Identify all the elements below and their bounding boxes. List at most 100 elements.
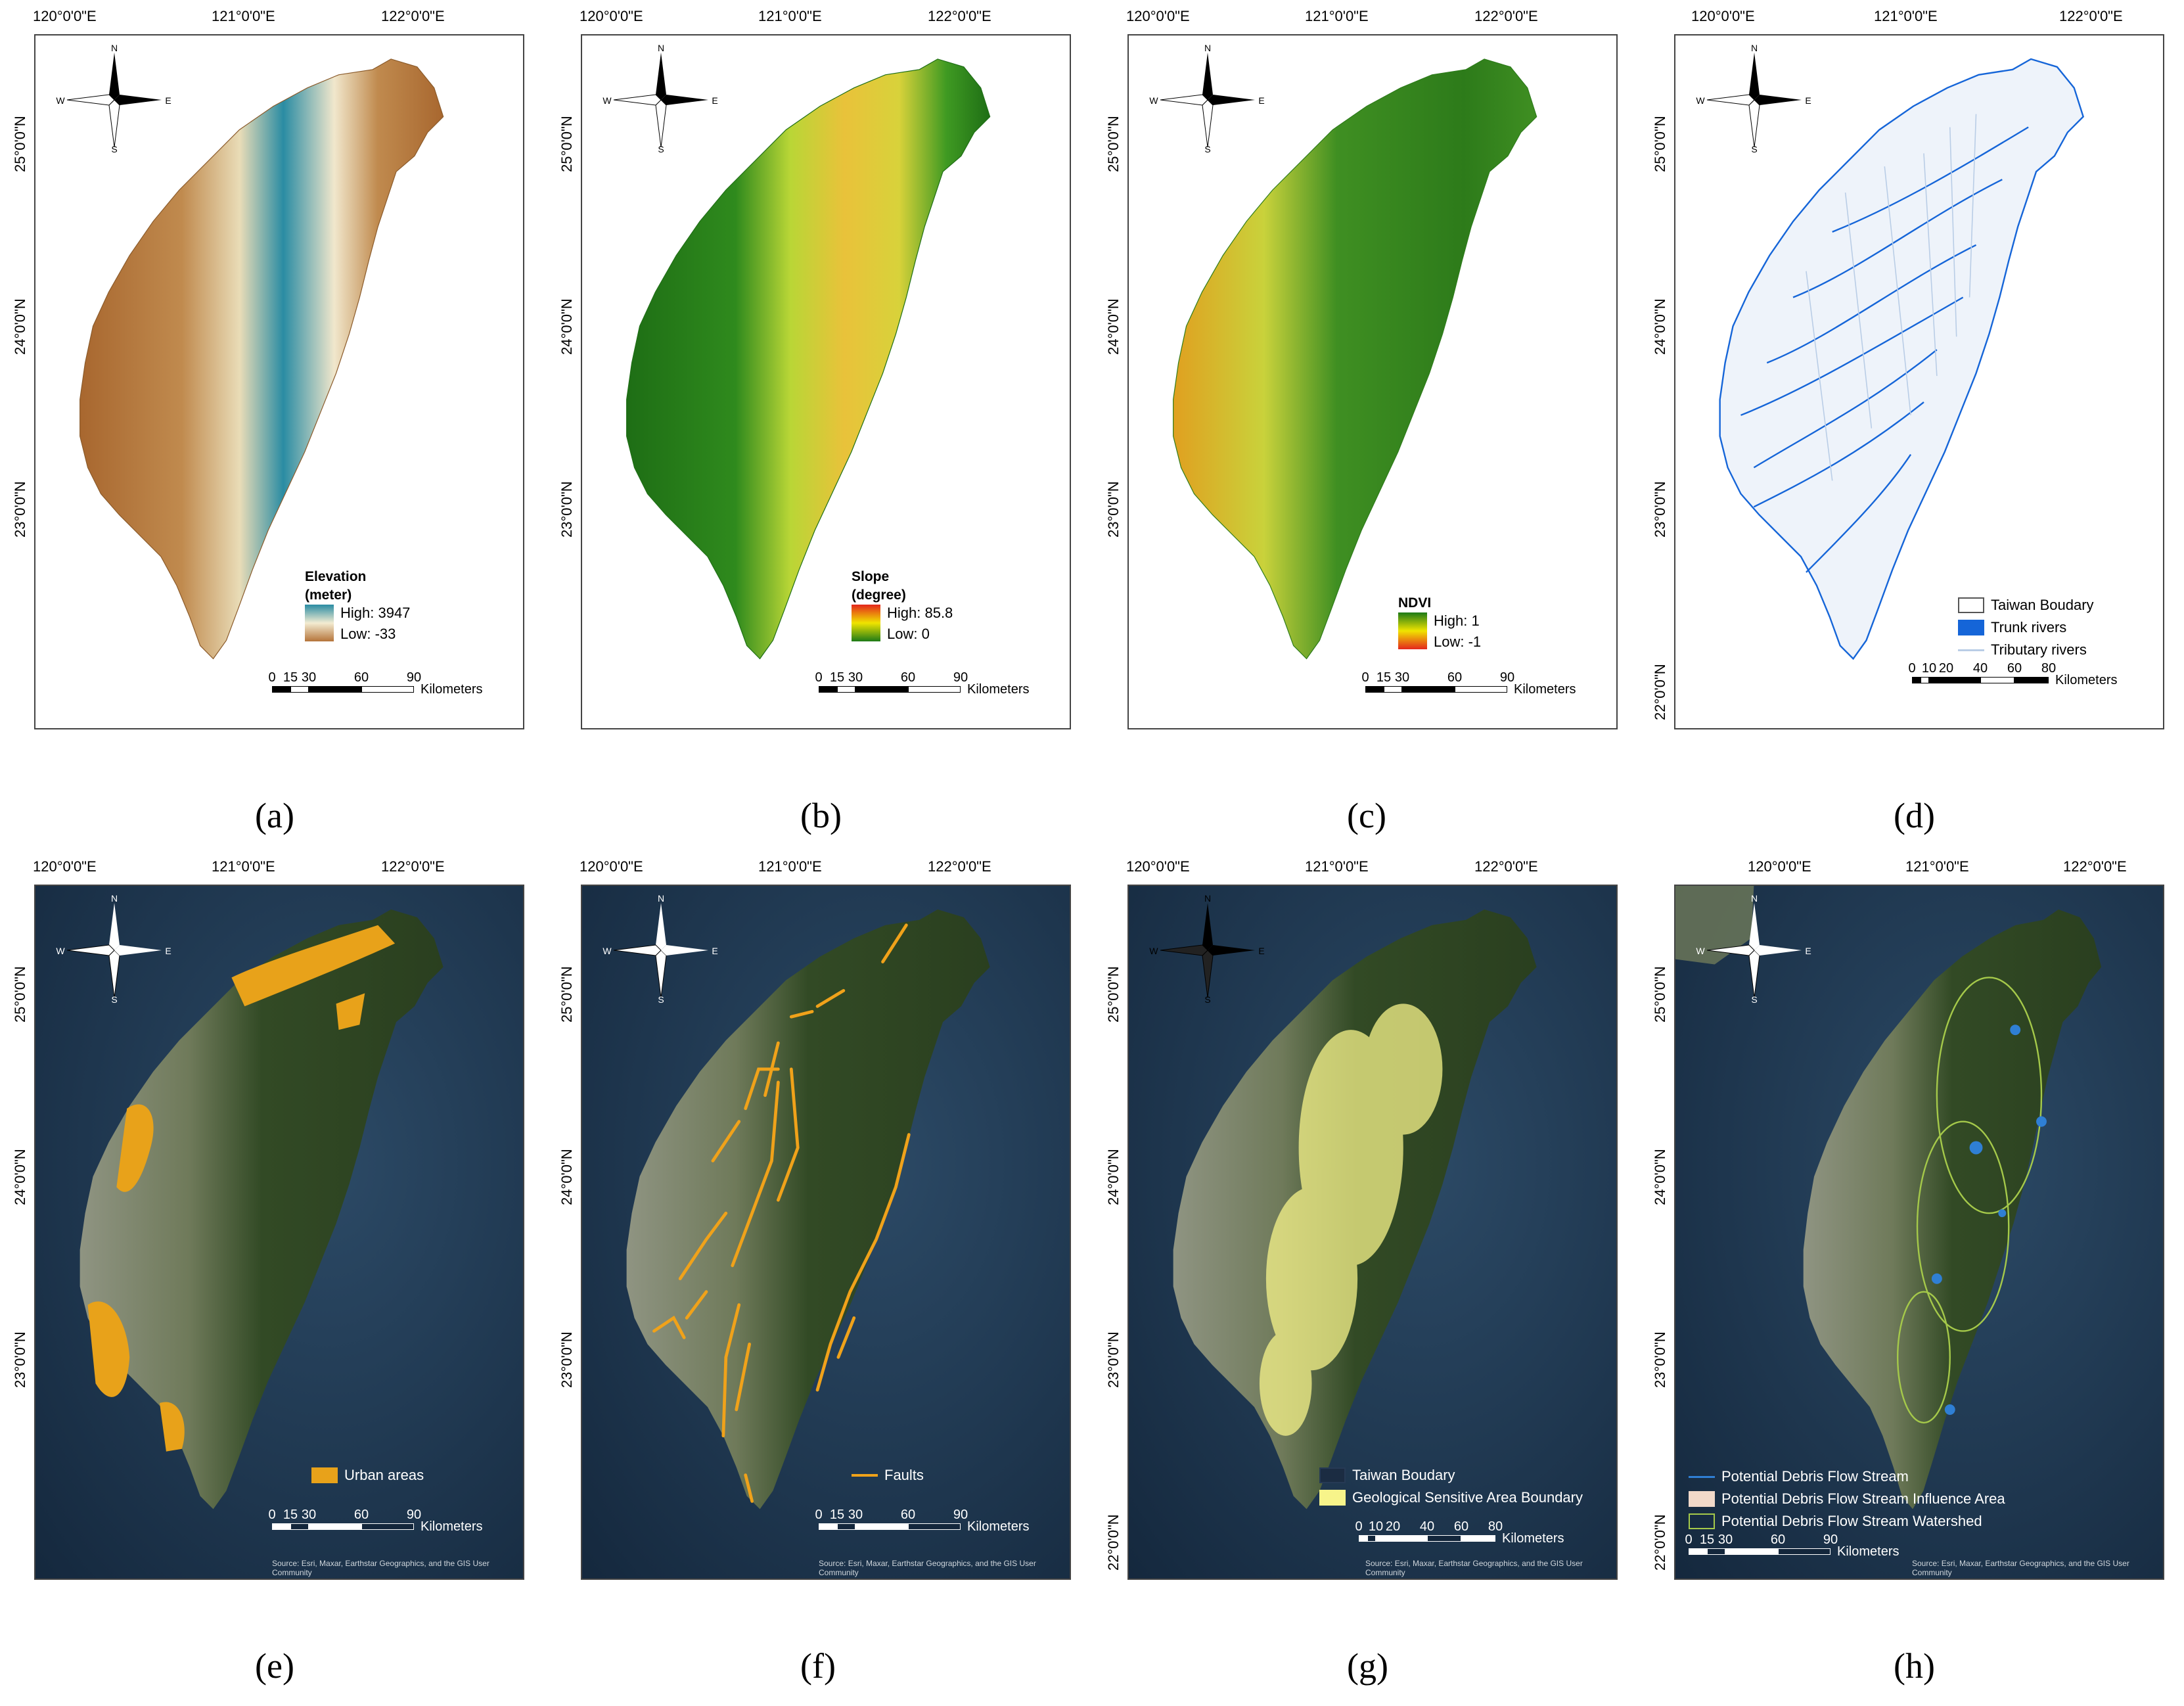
- compass-letter-n: N: [1204, 43, 1211, 53]
- compass-letter-s: S: [1204, 144, 1210, 154]
- scale-unit: Kilometers: [1514, 682, 1576, 697]
- lon-label: 122°0'0"E: [2063, 858, 2127, 875]
- compass-letter-n: N: [111, 43, 118, 53]
- scale-tick: 80: [2041, 661, 2057, 676]
- rivers-map: [1675, 35, 2163, 728]
- scale-tick: 60: [1453, 1519, 1469, 1534]
- legend-item: Taiwan Boudary: [1958, 594, 2094, 616]
- compass-letter-w: W: [603, 95, 612, 106]
- north-arrow-icon: N S W E: [603, 43, 717, 154]
- lat-label: 24°0'0"N: [1105, 298, 1122, 355]
- scale-bar: 0 10 20 40 60 80 Kilometers: [1908, 661, 2149, 687]
- legend-title: NDVI: [1398, 595, 1432, 611]
- scale-bar: 0 15 30 60 90 Kilometers: [1685, 1533, 1919, 1559]
- scale-tick: 30: [1394, 670, 1410, 685]
- lon-label: 122°0'0"E: [2059, 8, 2123, 24]
- caption-b: (b): [800, 796, 842, 835]
- scale-unit: Kilometers: [1837, 1544, 1900, 1559]
- scale-tick: 30: [1718, 1533, 1733, 1547]
- lon-label: 121°0'0"E: [212, 8, 275, 24]
- scale-tick: 15: [1699, 1533, 1715, 1547]
- scale-tick: 40: [1972, 661, 1988, 676]
- lat-label: 23°0'0"N: [1652, 1331, 1668, 1388]
- legend-unit: (degree): [852, 588, 906, 603]
- scale-tick: 10: [1368, 1519, 1384, 1534]
- lon-label: 122°0'0"E: [381, 8, 445, 24]
- legend-swatch: [1958, 597, 1984, 613]
- lon-label: 121°0'0"E: [1305, 8, 1369, 24]
- lat-label: 23°0'0"N: [12, 1331, 28, 1388]
- compass-letter-e: E: [165, 95, 171, 106]
- slope-legend: Slope (degree) High: 85.8 Low: 0: [852, 568, 953, 643]
- map-attribution: Source: Esri, Maxar, Earthstar Geographi…: [1365, 1559, 1583, 1577]
- lon-label: 120°0'0"E: [1126, 8, 1190, 24]
- lat-label: 24°0'0"N: [1652, 1149, 1668, 1205]
- debris-flow-map: [1675, 886, 2163, 1579]
- lat-label: 24°0'0"N: [558, 1149, 575, 1205]
- legend-low: Low: -1: [1434, 634, 1482, 650]
- lat-label: 23°0'0"N: [1105, 481, 1122, 538]
- lon-label: 122°0'0"E: [381, 858, 445, 875]
- lat-label: 25°0'0"N: [1652, 116, 1668, 172]
- legend-color-ramp: [1398, 612, 1427, 649]
- legend-low: Low: 0: [887, 626, 930, 642]
- lon-label: 121°0'0"E: [1305, 858, 1369, 875]
- scale-tick: 20: [1385, 1519, 1401, 1534]
- compass-letter-e: E: [1805, 946, 1811, 956]
- scale-tick: 60: [2007, 661, 2022, 676]
- compass-letter-e: E: [1258, 95, 1264, 106]
- north-arrow-icon: N S W E: [1696, 43, 1811, 154]
- urban-legend: Urban areas: [311, 1464, 424, 1487]
- legend-item: Tributary rivers: [1958, 639, 2094, 661]
- scale-tick: 20: [1938, 661, 1954, 676]
- caption-d: (d): [1894, 796, 1935, 835]
- lat-label: 25°0'0"N: [558, 116, 575, 172]
- north-arrow-icon: N S W E: [56, 43, 171, 154]
- compass-letter-s: S: [1204, 994, 1210, 1005]
- compass-letter-e: E: [1258, 946, 1264, 956]
- legend-item: Potential Debris Flow Stream Influence A…: [1689, 1488, 2005, 1510]
- legend-color-ramp: [852, 605, 880, 641]
- legend-swatch: [1319, 1490, 1346, 1506]
- scale-tick: 0: [1908, 661, 1916, 676]
- scale-tick: 0: [268, 670, 276, 685]
- legend-label: Potential Debris Flow Stream Watershed: [1721, 1513, 1982, 1529]
- legend-item: Geological Sensitive Area Boundary: [1319, 1487, 1583, 1509]
- lat-label: 25°0'0"N: [1105, 966, 1122, 1023]
- elevation-legend: Elevation (meter) High: 3947 Low: -33: [305, 568, 410, 643]
- legend-label: Geological Sensitive Area Boundary: [1352, 1489, 1583, 1506]
- map-panel-ndvi: N S W E NDVI High: 1 Low: -1 0 15 30 60 90 …: [1127, 34, 1618, 729]
- scale-tick: 0: [1685, 1533, 1693, 1547]
- lon-label: 120°0'0"E: [580, 8, 643, 24]
- rivers-legend: Taiwan Boudary Trunk rivers Tributary ri…: [1958, 594, 2094, 661]
- north-arrow-icon: N S W E: [1149, 43, 1264, 154]
- compass-letter-w: W: [1696, 95, 1705, 106]
- lat-label: 22°0'0"N: [1652, 1514, 1668, 1571]
- lon-label: 120°0'0"E: [33, 858, 97, 875]
- compass-letter-s: S: [1751, 994, 1757, 1005]
- scale-tick: 90: [953, 670, 968, 685]
- scale-tick: 10: [1921, 661, 1937, 676]
- scale-tick: 60: [353, 1508, 369, 1522]
- scale-tick: 40: [1419, 1519, 1435, 1534]
- lat-label: 25°0'0"N: [1652, 966, 1668, 1023]
- compass-letter-w: W: [1696, 946, 1705, 956]
- legend-item: Potential Debris Flow Stream Watershed: [1689, 1510, 2005, 1533]
- scale-tick: 90: [406, 670, 422, 685]
- lat-label: 24°0'0"N: [12, 298, 28, 355]
- map-panel-slope: N S W E Slope (degree) High: 85.8 Low: 0 0 …: [581, 34, 1071, 729]
- legend-label: Trunk rivers: [1991, 619, 2067, 635]
- compass-letter-s: S: [1751, 144, 1757, 154]
- scale-tick: 90: [953, 1508, 968, 1522]
- caption-c: (c): [1347, 796, 1386, 835]
- scale-unit: Kilometers: [421, 682, 483, 697]
- scale-tick: 15: [829, 670, 845, 685]
- map-panel-urban: N S W E Urban areas 0 15 30 60 90 Kilometer…: [34, 885, 524, 1580]
- scale-tick: 15: [283, 1508, 298, 1522]
- legend-title: Elevation: [305, 569, 367, 584]
- scale-tick: 90: [1499, 670, 1515, 685]
- legend-item: Potential Debris Flow Stream: [1689, 1465, 2005, 1488]
- scale-tick: 15: [1376, 670, 1392, 685]
- lat-label: 24°0'0"N: [12, 1149, 28, 1205]
- map-attribution: Source: Esri, Maxar, Earthstar Geographi…: [1912, 1559, 2129, 1577]
